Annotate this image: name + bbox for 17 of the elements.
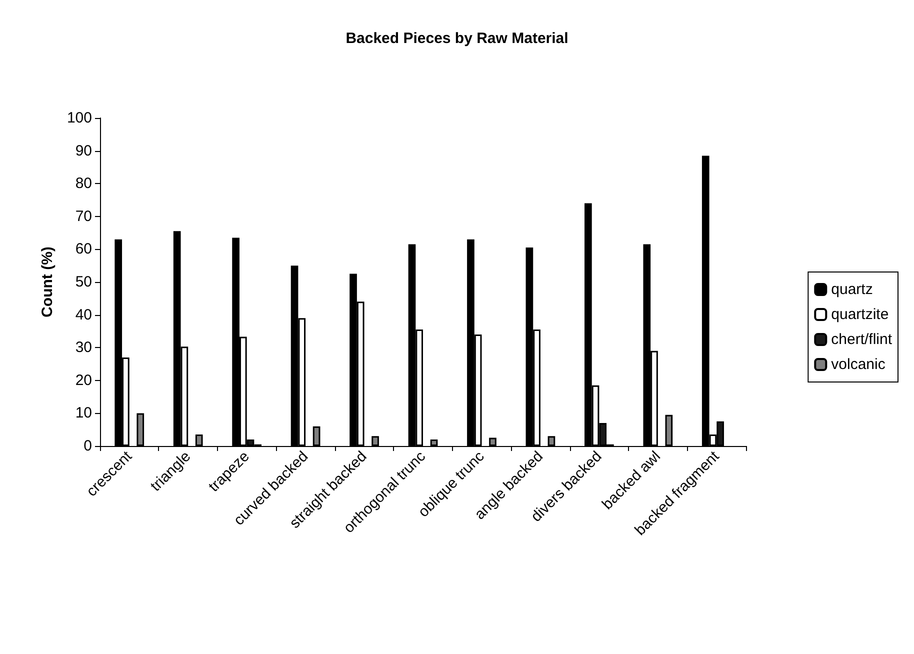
y-tick-label: 70	[75, 208, 92, 225]
legend-label: volcanic	[831, 356, 886, 373]
legend-label: chert/flint	[831, 331, 893, 348]
legend-label: quartz	[831, 281, 873, 298]
y-tick-label: 90	[75, 142, 92, 160]
y-tick-label: 40	[75, 306, 92, 324]
chart-title: Backed Pieces by Raw Material	[346, 30, 568, 47]
y-tick-label: 50	[75, 274, 92, 290]
y-tick-label: 30	[75, 339, 92, 356]
y-tick-label: 100	[66, 110, 92, 126]
legend-label: quartzite	[831, 306, 889, 323]
y-tick-label: 20	[75, 372, 92, 389]
y-axis-title: Count (%)	[39, 246, 56, 318]
y-tick-label: 10	[75, 404, 92, 422]
y-tick-label: 60	[75, 240, 92, 258]
y-tick-label: 0	[84, 438, 92, 454]
y-tick-label: 80	[75, 175, 92, 192]
